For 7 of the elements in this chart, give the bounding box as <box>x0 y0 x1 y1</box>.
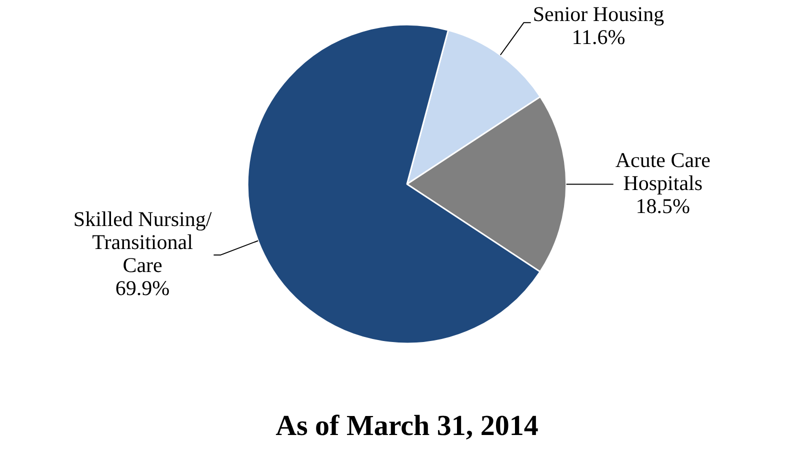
slice-label: Acute Care Hospitals <box>615 148 710 195</box>
text: As of March 31, 2014 <box>276 410 538 442</box>
data-label: 69.9% <box>115 276 170 300</box>
data-label: 11.6% <box>572 25 626 50</box>
slice-label: Skilled Nursing/ Transitional Care <box>73 206 212 277</box>
data-label: 18.5% <box>636 194 690 218</box>
slice-label: Senior Housing <box>532 2 665 26</box>
